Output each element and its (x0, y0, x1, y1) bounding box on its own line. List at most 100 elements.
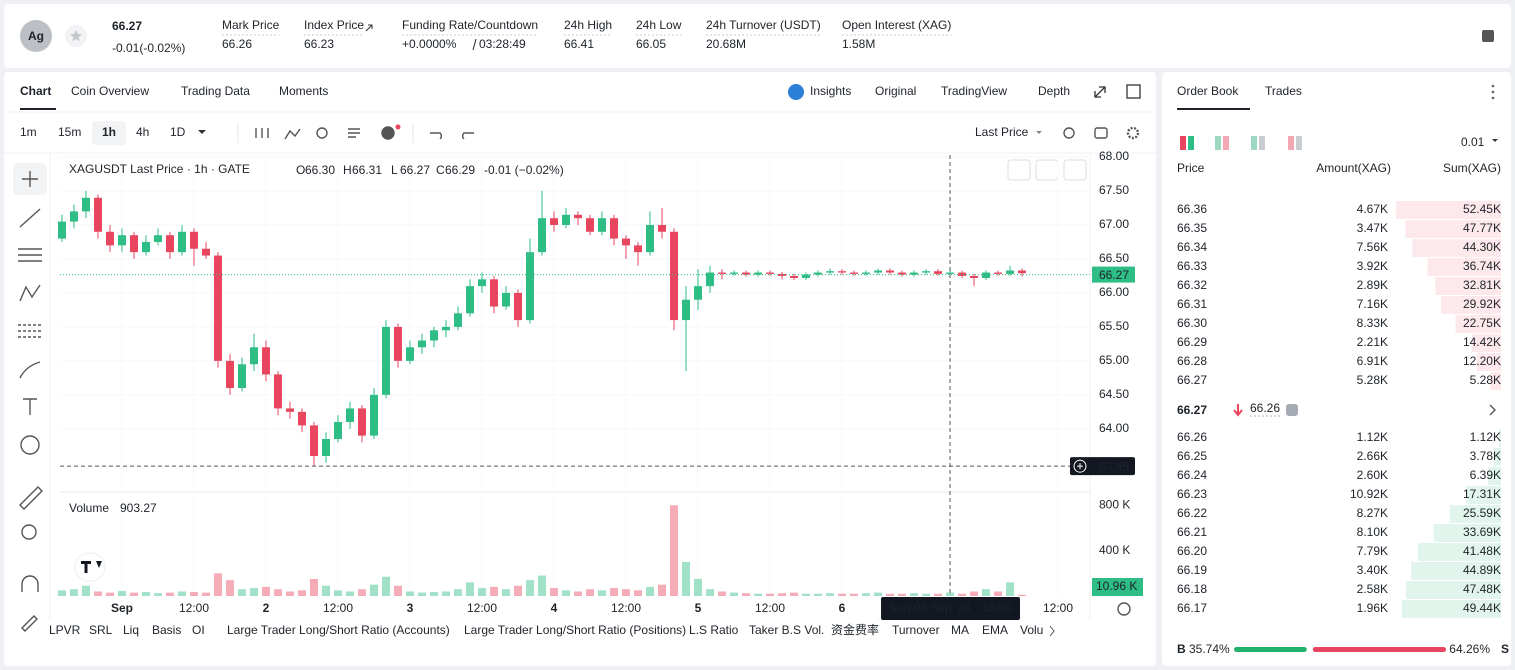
order-price[interactable]: 66.30 (1177, 316, 1207, 330)
order-price[interactable]: 66.25 (1177, 449, 1207, 463)
chart-tab[interactable]: Moments (279, 84, 328, 98)
view-tab[interactable]: Depth (1038, 84, 1070, 98)
view-tab[interactable]: TradingView (941, 84, 1007, 98)
order-price[interactable]: 66.20 (1177, 544, 1207, 558)
candle-type[interactable] (255, 128, 269, 138)
indicator[interactable]: EMA (982, 623, 1008, 637)
indicator[interactable]: LPVR (49, 623, 81, 637)
order-price[interactable]: 66.18 (1177, 582, 1207, 596)
indicator[interactable]: Liq (123, 623, 139, 637)
order-price[interactable]: 66.35 (1177, 221, 1207, 235)
order-price[interactable]: 66.26 (1177, 430, 1207, 444)
drawing-tools[interactable] (18, 171, 43, 632)
order-price[interactable]: 66.34 (1177, 240, 1207, 254)
interval[interactable]: 15m (58, 125, 81, 139)
chevron[interactable] (1489, 404, 1496, 416)
lines-tool[interactable] (18, 248, 42, 262)
indicator[interactable]: Large Trader Long/Short Ratio (Accounts) (227, 623, 450, 637)
order-price[interactable]: 66.27 (1177, 373, 1207, 387)
indicator[interactable]: SRL (89, 623, 113, 637)
search-icon[interactable] (1063, 127, 1075, 139)
layout-icons[interactable] (1180, 136, 1302, 150)
view-tab[interactable]: Original (875, 84, 916, 98)
layout-bids[interactable] (1215, 136, 1221, 150)
interval[interactable]: 1D (170, 125, 186, 139)
crosshair-tool[interactable] (22, 171, 38, 187)
undo[interactable] (430, 132, 442, 140)
ruler-tool[interactable] (19, 486, 43, 510)
indicator[interactable]: Large Trader Long/Short Ratio (Positions… (464, 623, 686, 637)
order-price[interactable]: 66.28 (1177, 354, 1207, 368)
chart-tab[interactable]: Trading Data (181, 84, 250, 98)
order-price[interactable]: 66.17 (1177, 601, 1207, 615)
order-price[interactable]: 66.22 (1177, 506, 1207, 520)
interval[interactable]: 1m (20, 125, 37, 139)
fib-tool[interactable] (18, 324, 42, 338)
settings-icon[interactable] (1117, 602, 1131, 616)
add-indicator[interactable] (381, 126, 395, 140)
emoji-tool[interactable] (20, 435, 40, 455)
button[interactable] (1063, 159, 1087, 181)
layout-asks[interactable] (1288, 136, 1294, 150)
order-price[interactable]: 66.33 (1177, 259, 1207, 273)
chart-tab[interactable]: Coin Overview (71, 84, 149, 98)
indicator[interactable]: MA (951, 623, 969, 637)
pattern-tool[interactable] (19, 284, 41, 302)
replay[interactable] (316, 127, 328, 139)
layout-asks[interactable] (1251, 136, 1257, 150)
more-menu[interactable] (1491, 84, 1495, 100)
layout-bids[interactable] (1223, 136, 1229, 150)
templates[interactable] (348, 128, 360, 138)
layout-asks[interactable] (1259, 136, 1265, 150)
indicator[interactable]: OI (192, 623, 205, 637)
magnet-tool[interactable] (21, 575, 39, 592)
dropdown-caret[interactable] (1492, 139, 1498, 142)
expand-button[interactable] (1094, 86, 1106, 98)
brush-tool[interactable] (19, 361, 41, 379)
order-price[interactable]: 66.29 (1177, 335, 1207, 349)
order-price[interactable]: 66.36 (1177, 202, 1207, 216)
redo[interactable] (462, 132, 474, 140)
scroll-right[interactable] (1049, 625, 1055, 637)
chart-buttons[interactable] (1007, 159, 1087, 181)
add-alert[interactable] (1073, 459, 1087, 473)
layout-asks[interactable] (1296, 136, 1302, 150)
button[interactable] (1007, 159, 1031, 181)
indicator[interactable]: 资金费率 (831, 622, 879, 637)
view-tab[interactable]: Insights (810, 84, 851, 98)
price-source[interactable]: Last Price (975, 125, 1029, 139)
order-price[interactable]: 66.24 (1177, 468, 1207, 482)
dropdown-caret[interactable] (1036, 131, 1042, 134)
order-price[interactable]: 66.23 (1177, 487, 1207, 501)
tick-size[interactable]: 0.01 (1461, 135, 1485, 149)
indicator[interactable]: Basis (152, 623, 181, 637)
order-price[interactable]: 66.31 (1177, 297, 1207, 311)
indicator[interactable]: L.S Ratio (689, 623, 739, 637)
interval[interactable]: 4h (136, 125, 149, 139)
camera-icon[interactable] (1094, 127, 1108, 139)
indicator[interactable]: Volu (1020, 623, 1043, 637)
layout-both[interactable] (1180, 136, 1186, 150)
header-icon[interactable] (1482, 30, 1494, 42)
indicator[interactable]: Turnover (892, 623, 940, 637)
zoom-tool[interactable] (21, 524, 37, 540)
lock-tool[interactable] (21, 615, 38, 632)
line-tool[interactable] (19, 208, 41, 228)
window-button[interactable] (1126, 84, 1141, 99)
text-tool[interactable] (23, 398, 37, 415)
settings-icon[interactable] (1126, 126, 1140, 140)
indicators[interactable] (284, 128, 301, 140)
order-price[interactable]: 66.32 (1177, 278, 1207, 292)
button[interactable] (1035, 159, 1059, 181)
indicator[interactable]: Taker B.S Vol. (749, 623, 824, 637)
layout-both[interactable] (1188, 136, 1194, 150)
order-book-tab[interactable]: Trades (1265, 84, 1302, 98)
chart-tab[interactable]: Chart (20, 84, 51, 98)
order-book-tab[interactable]: Order Book (1177, 84, 1239, 98)
order-price[interactable]: 66.19 (1177, 563, 1207, 577)
order-price[interactable]: 66.21 (1177, 525, 1207, 539)
interval[interactable]: 1h (102, 125, 116, 139)
toolbar-icons[interactable] (255, 126, 474, 140)
dropdown-caret[interactable] (198, 130, 206, 134)
link-icon[interactable] (365, 24, 373, 32)
